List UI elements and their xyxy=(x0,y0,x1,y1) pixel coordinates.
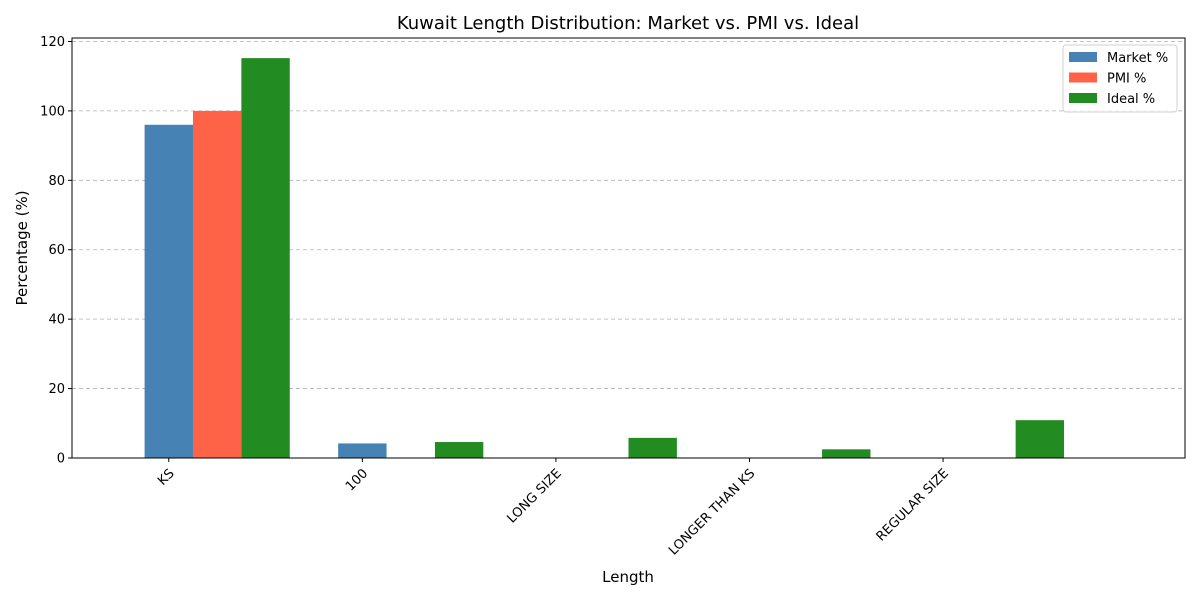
legend-label: PMI % xyxy=(1107,72,1146,87)
legend-swatch xyxy=(1069,72,1097,83)
y-axis: 0 20 40 60 80 100 120 xyxy=(40,35,72,467)
y-tick-label: 40 xyxy=(48,313,65,328)
y-axis-title: Percentage (%) xyxy=(13,190,31,305)
bar xyxy=(338,443,387,458)
bar xyxy=(434,442,484,458)
bar xyxy=(822,449,871,458)
legend-label: Market % xyxy=(1107,51,1168,66)
x-axis: KS 100 LONG SIZE LONGER THAN KS REGULAR SIZE xyxy=(155,458,952,558)
legend-swatch xyxy=(1069,93,1097,103)
legend: Market % PMI % Ideal % xyxy=(1062,44,1178,113)
x-tick-label: KS xyxy=(155,466,177,488)
legend-swatch xyxy=(1069,52,1097,62)
chart-title: Kuwait Length Distribution: Market vs. P… xyxy=(397,13,859,34)
y-tick-label: 80 xyxy=(48,174,65,189)
x-tick-label: 100 xyxy=(343,466,371,494)
y-tick-label: 60 xyxy=(48,243,65,258)
bar xyxy=(1015,420,1065,458)
y-tick-label: 0 xyxy=(57,452,65,467)
x-tick-label: LONG SIZE xyxy=(505,466,565,526)
x-tick-label: REGULAR SIZE xyxy=(874,466,952,544)
y-tick-label: 100 xyxy=(40,104,65,119)
bar xyxy=(192,110,242,458)
x-axis-title: Length xyxy=(602,568,654,586)
legend-label: Ideal % xyxy=(1107,92,1155,107)
bar xyxy=(628,437,677,458)
y-tick-label: 20 xyxy=(48,382,65,397)
x-tick-label: LONGER THAN KS xyxy=(666,466,758,558)
bars xyxy=(144,58,1065,459)
y-tick-label: 120 xyxy=(40,35,65,50)
plot-frame xyxy=(71,37,1186,459)
bar xyxy=(144,124,193,459)
bar xyxy=(241,58,290,458)
